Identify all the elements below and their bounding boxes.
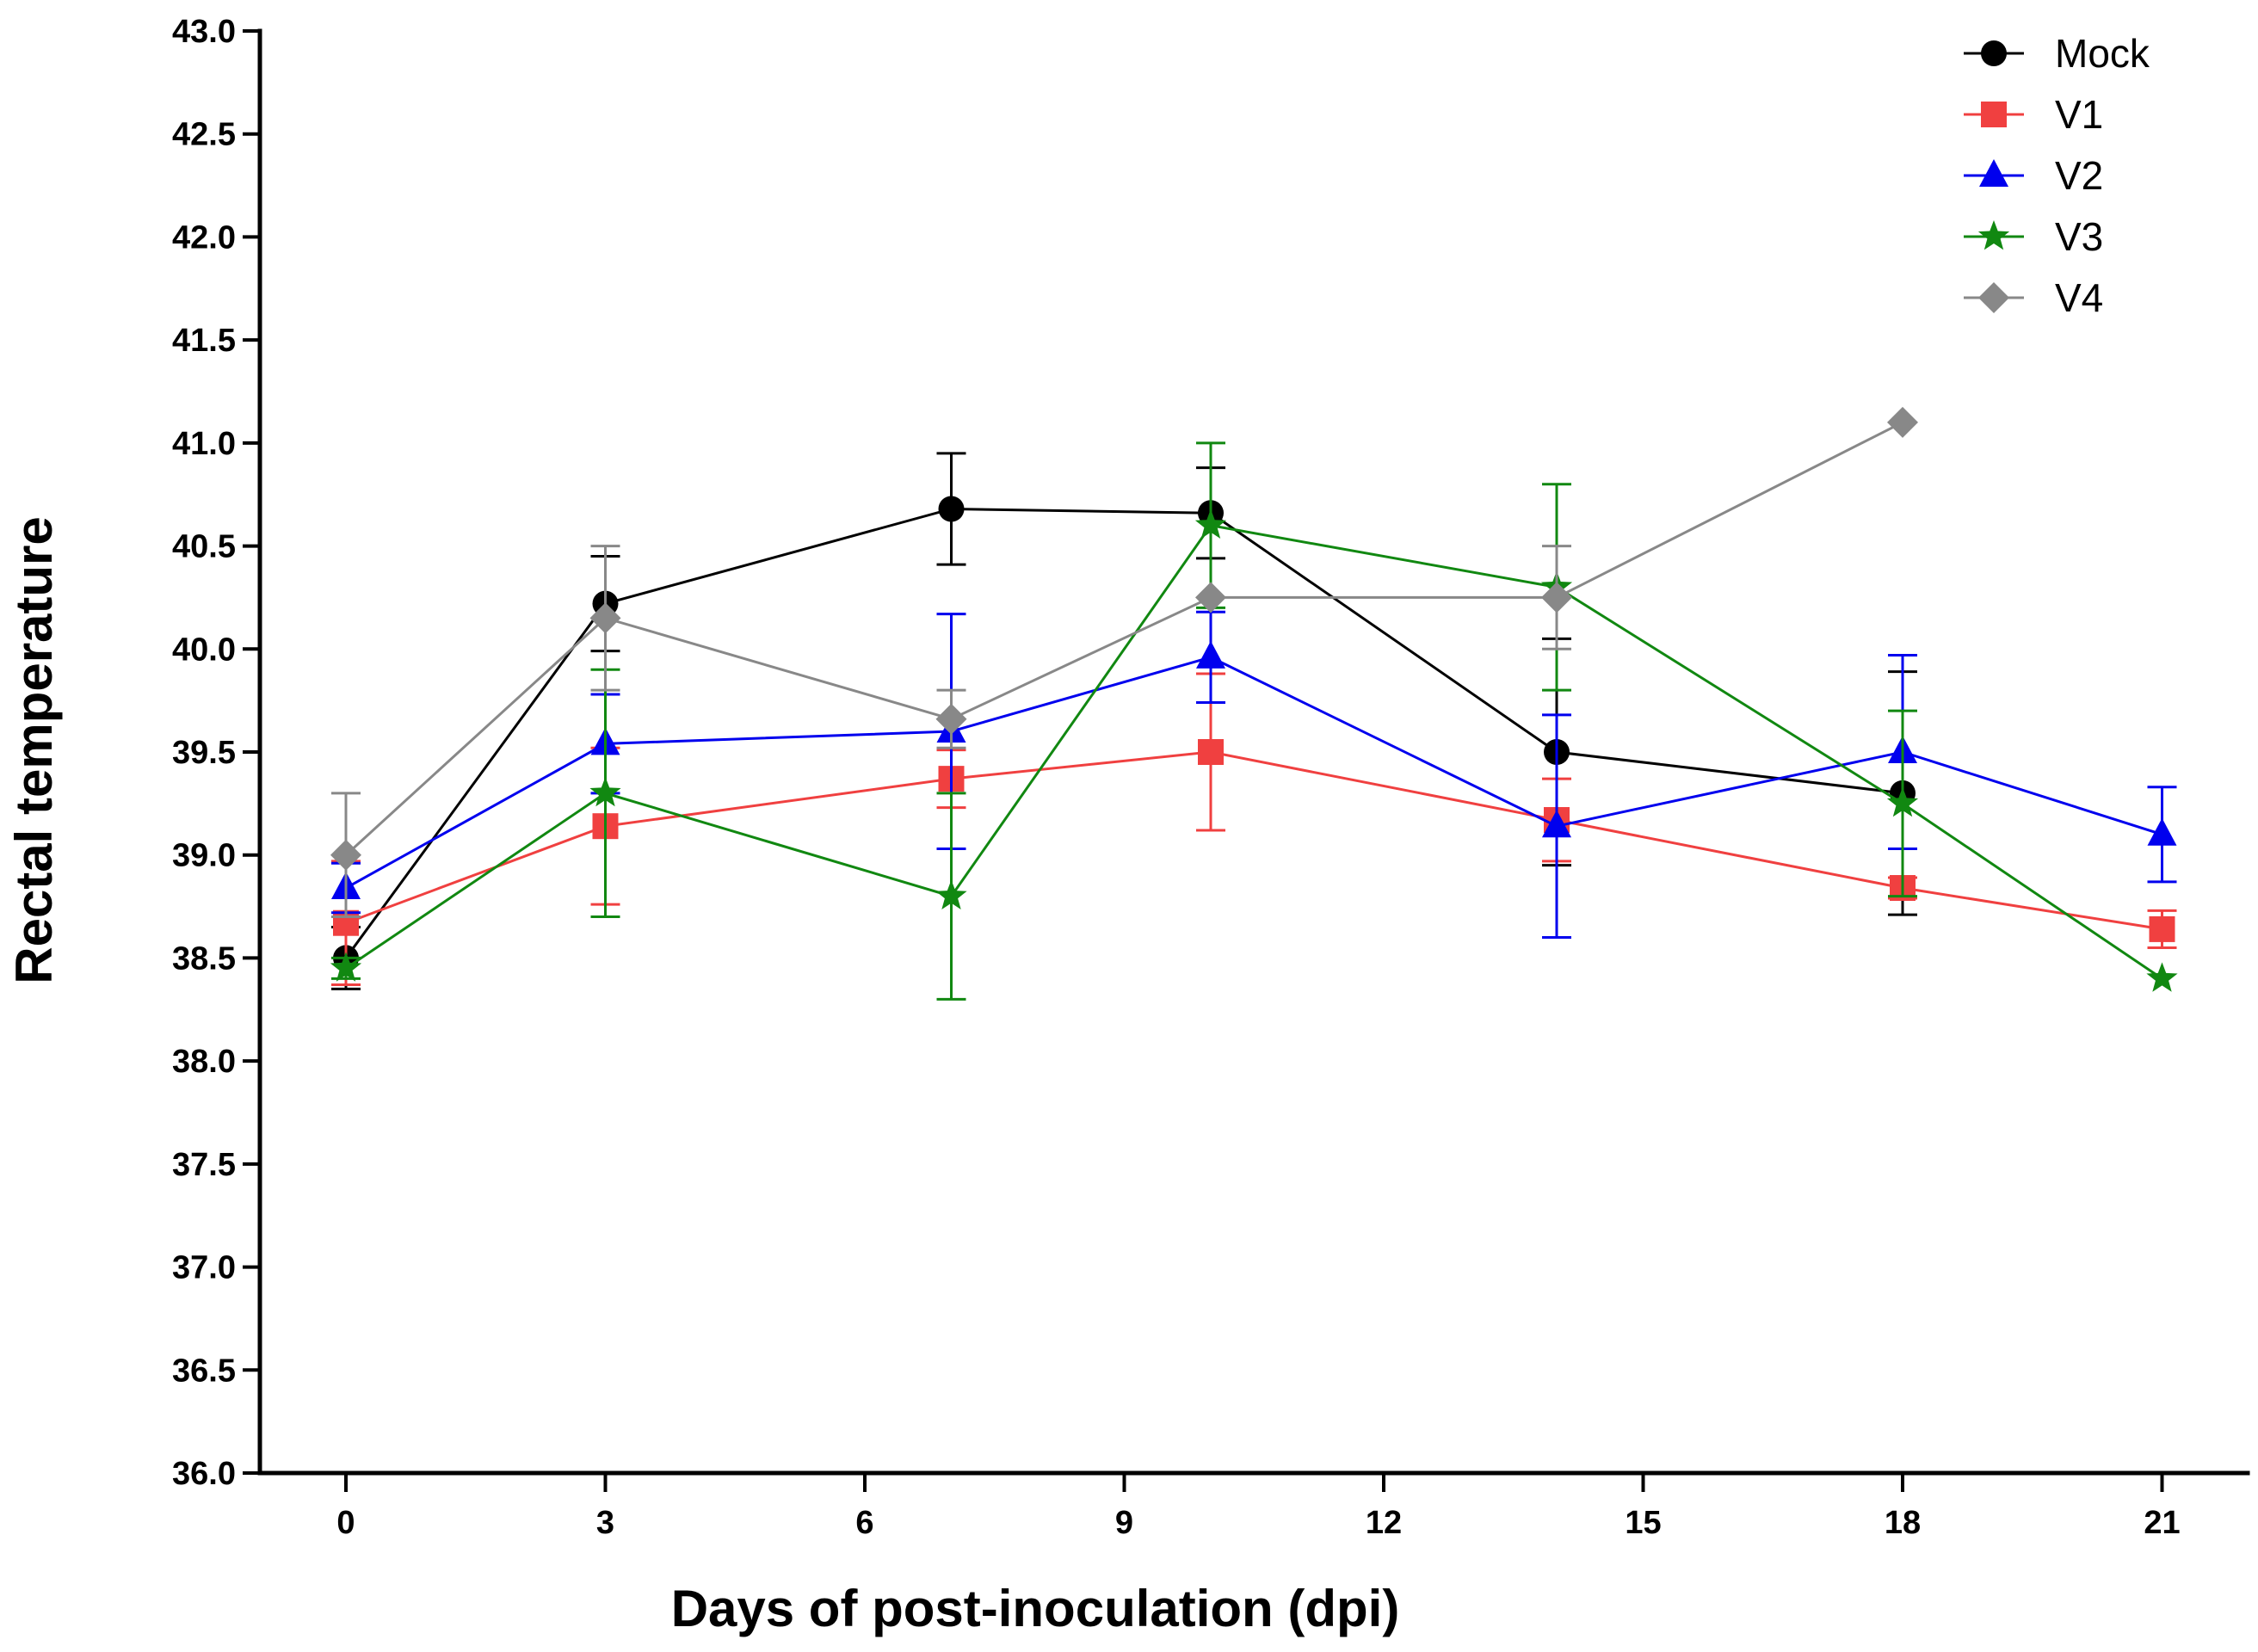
y-tick-label: 39.5 <box>172 735 236 771</box>
series-group <box>330 406 2178 1001</box>
y-tick-label: 37.5 <box>172 1147 236 1183</box>
y-tick-label: 42.0 <box>172 219 236 256</box>
x-tick-label: 0 <box>336 1505 355 1541</box>
series-v3 <box>330 441 2178 1001</box>
legend-item-v3: V3 <box>1964 214 2103 259</box>
data-point <box>1195 582 1226 613</box>
y-tick-label: 43.0 <box>172 14 236 50</box>
x-tick-label: 12 <box>1366 1505 1402 1541</box>
series-line <box>344 507 1903 959</box>
data-point <box>2146 962 2178 992</box>
data-point <box>1887 406 1918 438</box>
data-point <box>2147 817 2177 846</box>
series-line <box>345 656 2162 890</box>
series-mock <box>331 452 1917 990</box>
data-point <box>935 879 967 909</box>
x-tick-label: 18 <box>1885 1505 1921 1541</box>
data-point <box>589 776 621 807</box>
x-tick-label: 21 <box>2144 1505 2180 1541</box>
legend-marker <box>1977 220 2010 250</box>
y-tick-label: 38.0 <box>172 1044 236 1080</box>
data-point <box>330 839 361 871</box>
x-tick-label: 9 <box>1115 1505 1133 1541</box>
y-tick-label: 36.5 <box>172 1353 236 1389</box>
data-point <box>1886 786 1919 817</box>
legend-label: Mock <box>2055 31 2150 76</box>
data-point <box>2149 915 2175 942</box>
x-tick-label: 15 <box>1625 1505 1661 1541</box>
data-point <box>330 952 362 982</box>
legend-item-mock: Mock <box>1964 31 2150 76</box>
data-point <box>1198 739 1224 765</box>
legend-label: V2 <box>2055 153 2103 198</box>
y-tick-label: 41.5 <box>172 323 236 359</box>
y-tick-label: 38.5 <box>172 940 236 977</box>
y-tick-label: 41.0 <box>172 426 236 462</box>
data-point <box>1196 640 1225 669</box>
legend-label: V1 <box>2055 92 2103 137</box>
legend-item-v1: V1 <box>1964 92 2103 137</box>
series-line <box>344 421 1903 856</box>
legend-label: V3 <box>2055 214 2103 259</box>
data-point <box>589 602 621 634</box>
axes: 36.0 36.5 37.0 37.5 38.0 38.5 39.0 39.5 40.0 40.5… <box>172 14 2250 1541</box>
y-tick-label: 37.0 <box>172 1250 236 1286</box>
legend-marker <box>1978 282 2009 313</box>
y-tick-label: 36.0 <box>172 1456 236 1492</box>
data-point <box>1194 509 1227 539</box>
data-point <box>938 496 965 522</box>
legend-label: V4 <box>2055 275 2103 320</box>
x-tick-label: 3 <box>596 1505 614 1541</box>
legend-item-v2: V2 <box>1964 153 2103 198</box>
x-tick-label: 6 <box>855 1505 873 1541</box>
series-v1 <box>331 672 2177 987</box>
x-axis-title: Days of post-inoculation (dpi) <box>671 1580 1400 1637</box>
series-line <box>345 750 2162 931</box>
y-tick-label: 39.0 <box>172 838 236 874</box>
legend-marker <box>1981 102 2007 127</box>
y-axis-title: Rectal temperature <box>5 516 63 984</box>
data-point <box>1541 582 1572 613</box>
series-v4 <box>330 406 1918 919</box>
data-point <box>1542 810 1571 838</box>
y-tick-label: 40.0 <box>172 632 236 668</box>
legend: Mock V1 V2 V3 V4 <box>1964 31 2150 320</box>
legend-item-v4: V4 <box>1964 275 2103 320</box>
legend-marker <box>1981 40 2007 66</box>
data-point <box>935 703 967 735</box>
y-tick-label: 40.5 <box>172 529 236 565</box>
y-tick-label: 42.5 <box>172 117 236 153</box>
legend-marker <box>1979 159 2008 187</box>
